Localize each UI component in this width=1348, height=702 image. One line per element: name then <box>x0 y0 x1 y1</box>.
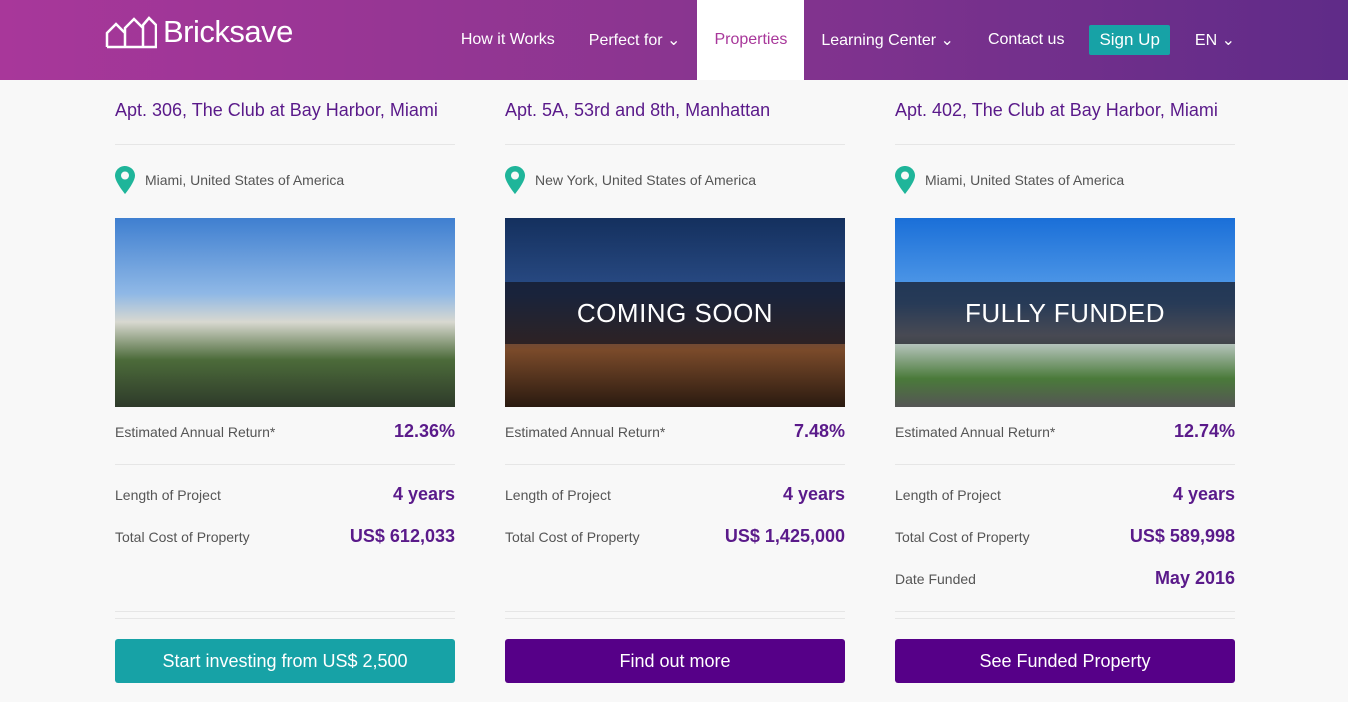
brand-name: Bricksave <box>163 14 293 49</box>
houses-icon <box>105 16 157 49</box>
date-funded-value: May 2016 <box>1154 568 1235 588</box>
divider <box>505 464 845 465</box>
nav-contact-us[interactable]: Contact us <box>987 31 1065 48</box>
divider <box>505 618 845 619</box>
property-location: New York, United States of America <box>535 172 756 188</box>
bricksave-logo[interactable]: Bricksave <box>105 14 293 50</box>
divider <box>505 144 845 145</box>
divider <box>115 144 455 145</box>
length-label: Length of Project <box>895 486 1001 503</box>
status-banner: COMING SOON <box>505 282 845 344</box>
property-title[interactable]: Apt. 306, The Club at Bay Harbor, Miami <box>115 100 438 120</box>
divider <box>895 618 1235 619</box>
top-nav: Bricksave How it Works Perfect for ⌄ Pro… <box>0 0 1348 80</box>
return-label: Estimated Annual Return* <box>895 423 1056 440</box>
divider <box>895 611 1235 612</box>
divider <box>115 464 455 465</box>
return-label: Estimated Annual Return* <box>505 423 666 440</box>
cost-label: Total Cost of Property <box>115 528 250 545</box>
cost-label: Total Cost of Property <box>505 528 640 545</box>
length-value: 4 years <box>782 484 845 504</box>
status-banner: FULLY FUNDED <box>895 282 1235 344</box>
language-select[interactable]: EN ⌄ <box>1194 32 1235 49</box>
property-title[interactable]: Apt. 5A, 53rd and 8th, Manhattan <box>505 100 771 120</box>
length-label: Length of Project <box>505 486 611 503</box>
date-funded-label: Date Funded <box>895 570 976 587</box>
return-value: 12.36% <box>393 421 455 441</box>
property-image[interactable]: COMING SOON <box>505 218 845 407</box>
property-title[interactable]: Apt. 402, The Club at Bay Harbor, Miami <box>895 100 1218 120</box>
property-image[interactable] <box>115 218 455 407</box>
map-pin-icon <box>505 166 525 194</box>
divider <box>115 618 455 619</box>
sign-up-button[interactable]: Sign Up <box>1089 25 1170 55</box>
property-image[interactable]: FULLY FUNDED <box>895 218 1235 407</box>
length-value: 4 years <box>1172 484 1235 504</box>
cost-value: US$ 589,998 <box>1129 526 1235 546</box>
map-pin-icon <box>895 166 915 194</box>
property-action-button[interactable]: Find out more <box>505 639 845 683</box>
return-value: 7.48% <box>793 421 845 441</box>
length-value: 4 years <box>392 484 455 504</box>
property-location: Miami, United States of America <box>145 172 345 188</box>
length-label: Length of Project <box>115 486 221 503</box>
divider <box>895 144 1235 145</box>
return-value: 12.74% <box>1173 421 1235 441</box>
property-location: Miami, United States of America <box>925 172 1125 188</box>
divider <box>895 464 1235 465</box>
cost-value: US$ 612,033 <box>349 526 455 546</box>
divider <box>505 611 845 612</box>
nav-perfect-for[interactable]: Perfect for ⌄ <box>588 32 681 49</box>
cost-value: US$ 1,425,000 <box>724 526 845 546</box>
cost-label: Total Cost of Property <box>895 528 1030 545</box>
nav-properties[interactable]: Properties <box>697 0 805 80</box>
nav-how-it-works[interactable]: How it Works <box>460 31 555 48</box>
map-pin-icon <box>115 166 135 194</box>
divider <box>115 611 455 612</box>
property-action-button[interactable]: See Funded Property <box>895 639 1235 683</box>
return-label: Estimated Annual Return* <box>115 423 276 440</box>
property-action-button[interactable]: Start investing from US$ 2,500 <box>115 639 455 683</box>
nav-learning-center[interactable]: Learning Center ⌄ <box>821 32 954 49</box>
